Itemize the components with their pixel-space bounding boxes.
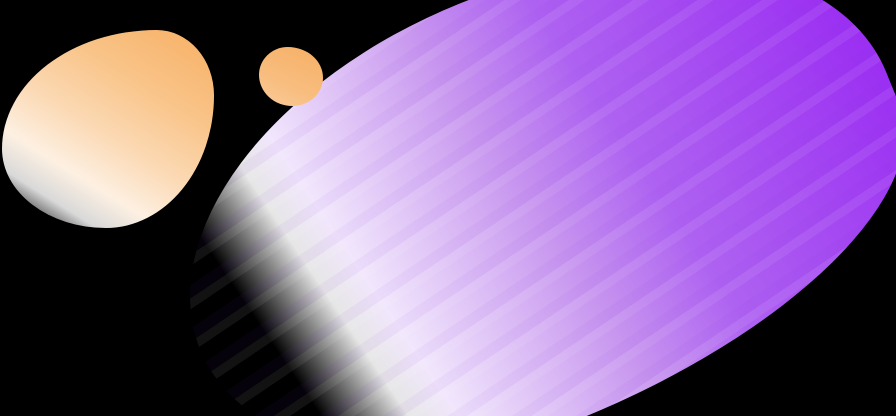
orange-gradient-blob-large — [2, 30, 214, 228]
orange-gradient-blob-small — [259, 47, 323, 106]
purple-gradient-ellipse — [116, 0, 896, 416]
